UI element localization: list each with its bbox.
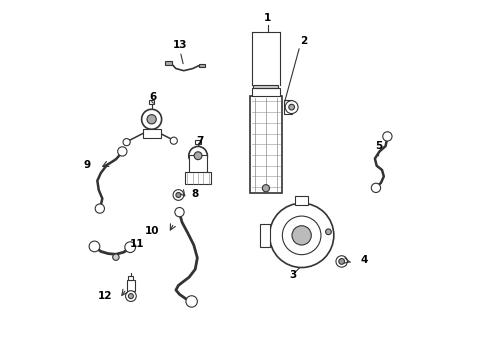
Circle shape [142, 109, 162, 129]
Circle shape [382, 132, 391, 141]
Circle shape [170, 137, 177, 144]
Bar [295, 196, 307, 205]
Circle shape [173, 190, 183, 201]
Text: 3: 3 [288, 270, 296, 280]
Text: 12: 12 [98, 291, 112, 301]
Text: 8: 8 [190, 189, 198, 199]
Circle shape [128, 294, 133, 298]
Text: 6: 6 [149, 92, 157, 102]
Bar [251, 88, 280, 96]
Circle shape [291, 226, 311, 245]
Text: 10: 10 [144, 226, 159, 235]
Bar [283, 100, 291, 114]
Bar [253, 85, 278, 88]
Bar [128, 276, 133, 280]
Circle shape [335, 256, 346, 267]
Circle shape [176, 193, 181, 198]
Circle shape [124, 242, 135, 252]
Text: 7: 7 [196, 136, 203, 146]
Text: 5: 5 [374, 140, 381, 150]
Bar [185, 172, 210, 184]
Circle shape [188, 147, 207, 165]
Text: 1: 1 [264, 13, 271, 23]
Bar [142, 129, 160, 138]
Circle shape [262, 185, 269, 192]
Bar [188, 155, 207, 173]
Circle shape [95, 204, 104, 213]
Text: 13: 13 [173, 40, 187, 50]
Circle shape [185, 296, 197, 307]
Circle shape [112, 254, 119, 260]
Text: 11: 11 [130, 239, 144, 249]
Circle shape [123, 139, 130, 146]
Bar [165, 62, 171, 65]
Bar [148, 100, 154, 104]
Circle shape [370, 183, 380, 193]
Circle shape [288, 104, 294, 110]
Text: 2: 2 [299, 36, 306, 46]
Bar [249, 96, 282, 193]
Circle shape [175, 207, 184, 217]
Circle shape [338, 258, 344, 264]
Circle shape [325, 229, 331, 235]
Text: 4: 4 [360, 255, 367, 265]
Circle shape [285, 101, 298, 113]
Circle shape [89, 241, 100, 252]
Circle shape [147, 114, 156, 124]
Text: 9: 9 [83, 160, 90, 170]
Bar [198, 64, 205, 67]
Circle shape [118, 147, 127, 156]
Circle shape [125, 291, 136, 301]
Bar [127, 280, 135, 291]
Circle shape [269, 203, 333, 267]
Bar [195, 140, 201, 144]
Circle shape [194, 152, 202, 159]
Circle shape [282, 216, 320, 255]
Bar [259, 224, 270, 247]
